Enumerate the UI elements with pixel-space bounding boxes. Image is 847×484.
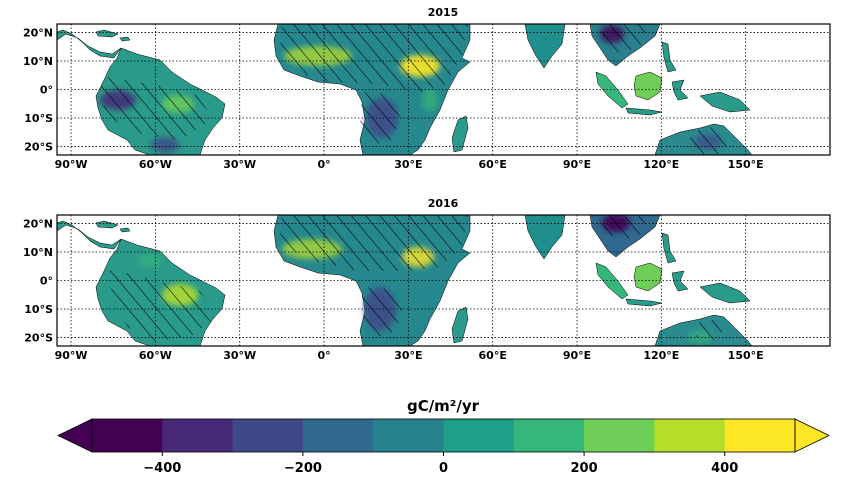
java (625, 298, 663, 307)
colorbar-cell (584, 419, 655, 452)
colorbar-tick-label: −200 (284, 461, 322, 476)
colorbar-cell (724, 419, 796, 452)
java (625, 107, 663, 116)
colorbar-cell (654, 419, 726, 452)
latitude-labels: 20°N 10°N 0° 10°S 20°S (23, 218, 53, 345)
lon-tick-label: 0° (317, 158, 330, 171)
colorbar-extend-low (57, 418, 93, 453)
lon-tick-label: 30°E (394, 349, 422, 362)
colorbar-title: gC/m²/yr (407, 397, 480, 415)
lat-tick-label: 20°N (23, 27, 53, 40)
lon-tick-label: 30°W (223, 158, 256, 171)
lat-tick-label: 20°S (24, 140, 53, 153)
lon-tick-label: 60°W (139, 158, 172, 171)
map-frame (56, 214, 831, 347)
colorbar-cell (162, 419, 234, 452)
colorbar-tick-label: −400 (143, 461, 181, 476)
lat-tick-label: 10°S (24, 112, 53, 125)
lon-tick-label: 60°E (479, 158, 507, 171)
new-guinea (699, 91, 751, 113)
sumatra (595, 71, 629, 109)
philippines (661, 232, 677, 264)
lat-tick-label: 20°S (24, 331, 53, 344)
lon-tick-label: 150°E (728, 349, 764, 362)
colorbar-cell (373, 419, 444, 452)
lon-tick-label: 30°E (394, 158, 422, 171)
colorbar-tick-label: 400 (711, 461, 738, 476)
lat-tick-label: 0° (40, 275, 53, 288)
colorbar-cell (92, 419, 163, 452)
lon-tick-label: 90°W (55, 158, 88, 171)
lon-tick-label: 90°W (55, 349, 88, 362)
panel-title: 2015 (428, 6, 459, 19)
lon-tick-label: 60°W (139, 349, 172, 362)
colorbar-tick-label: 0 (439, 461, 448, 476)
lat-tick-label: 10°N (23, 246, 53, 259)
lon-tick-label: 60°E (479, 349, 507, 362)
lon-tick-label: 90°E (563, 158, 591, 171)
lat-tick-label: 20°N (23, 218, 53, 231)
latitude-labels: 20°N 10°N 0° 10°S 20°S (23, 27, 53, 154)
colorbar-cell (302, 419, 374, 452)
graticule (57, 215, 830, 346)
madagascar (451, 115, 469, 153)
south-asia (524, 24, 566, 69)
map-frame (56, 23, 831, 156)
central-america (57, 29, 122, 59)
colorbar-cell (232, 419, 304, 452)
lon-tick-label: 120°E (643, 158, 679, 171)
lat-tick-label: 10°S (24, 303, 53, 316)
sulawesi (671, 270, 689, 292)
graticule (57, 24, 830, 155)
colorbar-cell (513, 419, 585, 452)
colorbar-cells (57, 418, 830, 453)
sulawesi (671, 79, 689, 101)
longitude-labels: 90°W 60°W 30°W 0° 30°E 60°E 90°E 120°E 150°E (55, 349, 764, 362)
lon-tick-label: 0° (317, 349, 330, 362)
south-asia (524, 215, 566, 260)
new-guinea (699, 282, 751, 304)
significance-hatching (100, 24, 730, 155)
colorbar-ticks: −400 −200 0 200 400 (143, 452, 738, 476)
borneo (633, 71, 663, 101)
borneo (633, 262, 663, 292)
colorbar-tick-label: 200 (571, 461, 598, 476)
significance-hatching (110, 215, 724, 341)
lon-tick-label: 30°W (223, 349, 256, 362)
caribbean-islands (95, 29, 131, 42)
lat-tick-label: 0° (40, 84, 53, 97)
lat-tick-label: 10°N (23, 55, 53, 68)
lon-tick-label: 90°E (563, 349, 591, 362)
longitude-labels: 90°W 60°W 30°W 0° 30°E 60°E 90°E 120°E 150°E (55, 158, 764, 171)
colorbar-cell (443, 419, 515, 452)
madagascar (451, 306, 469, 344)
philippines (661, 41, 677, 73)
lon-tick-label: 150°E (728, 158, 764, 171)
colorbar: gC/m²/yr −400 −200 0 200 400 (57, 397, 830, 476)
panel-title: 2016 (428, 197, 459, 210)
map-panel-2016: 2016 (23, 197, 831, 362)
central-america (57, 220, 122, 250)
sumatra (595, 262, 629, 300)
lon-tick-label: 120°E (643, 349, 679, 362)
map-panel-2015: 2015 (23, 6, 831, 171)
caribbean-islands (95, 220, 131, 233)
colorbar-extend-high (794, 418, 830, 453)
